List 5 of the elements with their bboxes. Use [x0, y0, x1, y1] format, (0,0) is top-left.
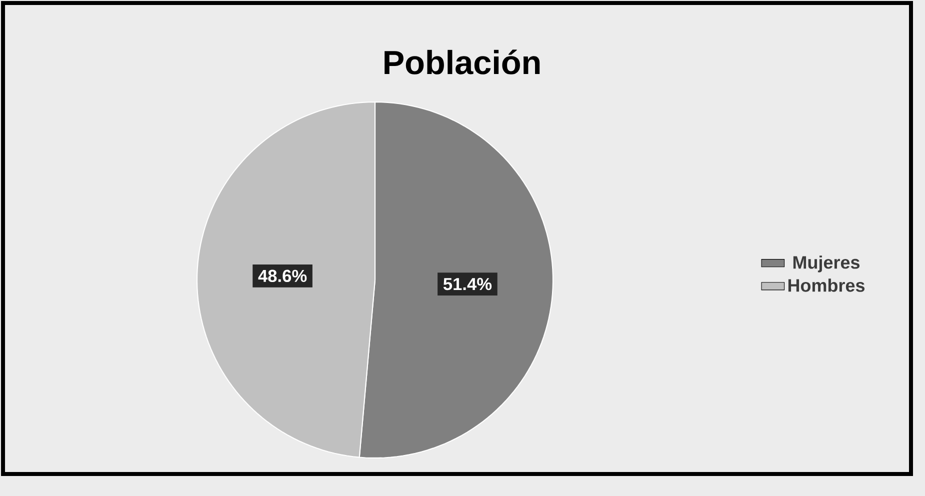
data-label: 48.6% [258, 270, 307, 282]
data-label: 51.4% [443, 278, 492, 290]
chart-title: Población [384, 50, 540, 74]
legend-label: Mujeres [793, 256, 860, 272]
legend-label: Hombres [788, 278, 865, 292]
